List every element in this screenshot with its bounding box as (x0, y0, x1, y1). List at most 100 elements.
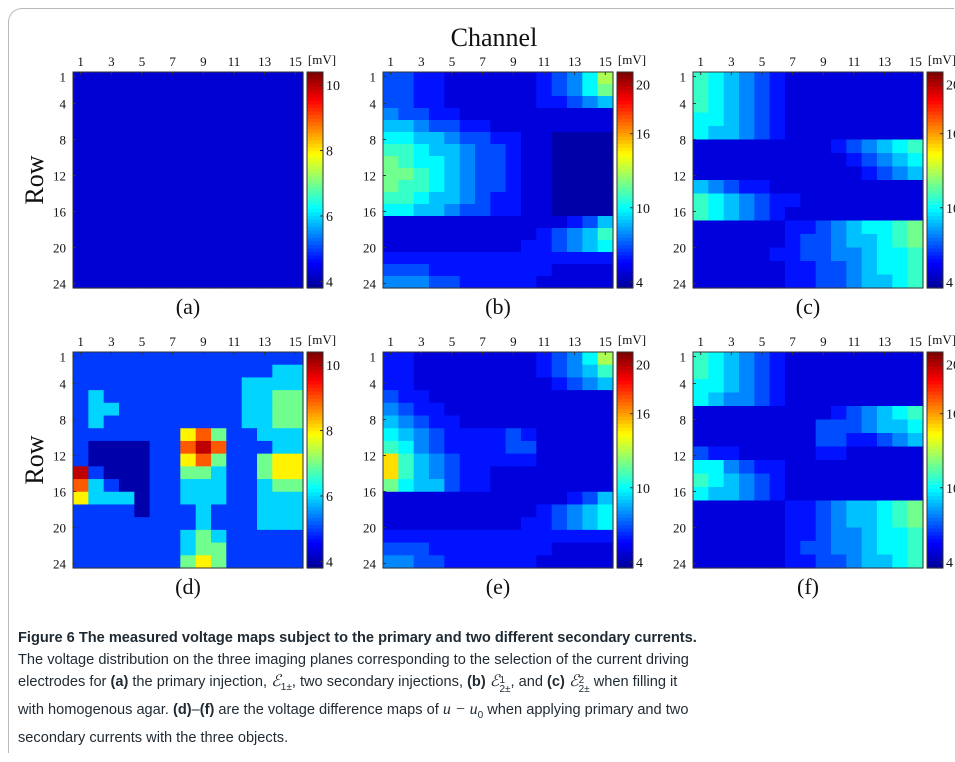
heatmap-cell (739, 352, 755, 367)
heatmap-cell (582, 108, 599, 121)
heatmap-cell (521, 144, 537, 157)
heatmap-cell (831, 85, 847, 100)
colorbar-segment (617, 212, 633, 217)
heatmap-cell (257, 529, 273, 544)
heatmap-cell (831, 180, 847, 195)
heatmap-cell (398, 504, 415, 518)
heatmap-cell (582, 204, 599, 217)
heatmap-cell (195, 440, 212, 455)
heatmap-cell (149, 72, 166, 289)
heatmap-cell (272, 517, 289, 531)
heatmap-cell (429, 402, 445, 417)
colorbar-segment (927, 280, 943, 285)
panel-ref-a: (a) (110, 674, 129, 690)
colorbar-segment (617, 104, 633, 109)
heatmap-cell (429, 352, 445, 366)
heatmap-cell (800, 99, 817, 114)
heatmap-cell (785, 72, 801, 87)
heatmap-cell (754, 261, 771, 276)
heatmap-cell (861, 220, 878, 235)
y-tick-label: 8 (370, 413, 377, 428)
heatmap-cell (754, 500, 771, 515)
heatmap-cell (892, 541, 909, 556)
heatmap-cell (769, 166, 786, 181)
heatmap-cell (754, 541, 771, 556)
heatmap-cell (877, 261, 893, 276)
heatmap-cell (490, 453, 507, 467)
heatmap-cell (195, 504, 212, 518)
heatmap-cell (739, 433, 755, 448)
colorbar-segment (617, 460, 633, 465)
heatmap-cell (180, 453, 197, 467)
colorbar-frame (616, 351, 634, 569)
heatmap-cell (165, 440, 181, 455)
colorbar-segment (927, 255, 943, 260)
colorbar-segment (927, 147, 943, 152)
colorbar-segment (927, 492, 943, 497)
heatmap-cell (459, 120, 476, 133)
heatmap-cell (831, 234, 847, 249)
heatmap-cell (459, 466, 476, 480)
colorbar-segment (307, 449, 323, 454)
heatmap-cell (892, 234, 909, 249)
colorbar-segment (927, 190, 943, 195)
colorbar-segment (307, 550, 323, 555)
colorbar-segment (927, 359, 943, 364)
heatmap-cell (459, 72, 476, 85)
colorbar-unit-label: [mV] (928, 332, 955, 347)
heatmap-cell (769, 207, 786, 222)
heatmap-cell (103, 529, 120, 544)
heatmap-cell (846, 234, 863, 249)
y-tick-label: 20 (673, 241, 686, 256)
heatmap-cell (257, 504, 273, 518)
heatmap-cell (892, 166, 909, 181)
heatmap-cell (769, 139, 786, 154)
heatmap-cell (459, 108, 476, 121)
heatmap-cell (521, 390, 537, 404)
heatmap-cell (815, 419, 832, 434)
heatmap-cell (754, 153, 771, 168)
heatmap-cell (769, 406, 786, 421)
heatmap-cell (505, 402, 522, 417)
heatmap-cell (241, 415, 258, 429)
heatmap-cell (103, 504, 120, 518)
heatmap-cell (551, 108, 568, 121)
heatmap-cell (597, 415, 614, 429)
heatmap-cell (815, 112, 832, 127)
heatmap-cell (459, 352, 476, 366)
heatmap-cell (551, 390, 568, 404)
heatmap-cell (398, 84, 415, 97)
colorbar-segment (927, 201, 943, 206)
heatmap-cell (459, 168, 476, 181)
heatmap-cell (785, 365, 801, 380)
heatmap-cell (754, 274, 771, 289)
heatmap-cell (567, 440, 583, 455)
heatmap-cell (831, 527, 847, 542)
heatmap-cell (815, 527, 832, 542)
heatmap-cell (444, 84, 461, 97)
heatmap-cell (693, 446, 709, 461)
colorbar-segment (617, 409, 633, 414)
heatmap-cell (582, 216, 599, 229)
y-tick-label: 16 (53, 485, 67, 500)
y-tick-label: 4 (60, 97, 67, 112)
colorbar-segment (307, 384, 323, 389)
colorbar-segment (307, 180, 323, 185)
heatmap-cell (383, 144, 399, 157)
colorbar-segment (927, 226, 943, 231)
heatmap-cell (892, 406, 909, 421)
colorbar-segment (617, 118, 633, 123)
colorbar-segment (617, 355, 633, 360)
heatmap-cell (582, 491, 599, 506)
heatmap-cell (413, 108, 430, 121)
colorbar-segment (307, 388, 323, 393)
heatmap-cell (815, 446, 832, 461)
heatmap-cell (597, 204, 614, 217)
heatmap-cell (383, 264, 399, 277)
heatmap-cell (103, 352, 120, 366)
heatmap-cell (165, 402, 181, 417)
heatmap-cell (892, 365, 909, 380)
symbol-subscript: 2± (578, 684, 590, 695)
heatmap-cell (475, 180, 491, 193)
heatmap-cell (815, 554, 832, 569)
